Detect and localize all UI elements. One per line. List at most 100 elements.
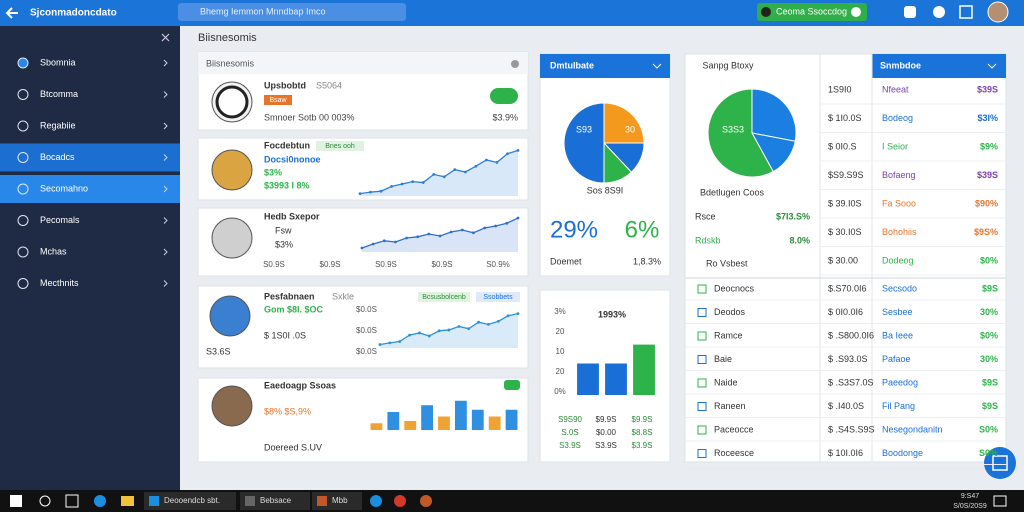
nav-chevron[interactable] — [163, 217, 168, 224]
nav-chevron[interactable] — [163, 122, 168, 130]
nav-chevron[interactable] — [163, 59, 168, 67]
clock-date: S/0S/20S9 — [953, 503, 987, 510]
line-point — [432, 173, 436, 176]
line-point — [496, 319, 500, 323]
browser-icon[interactable] — [94, 495, 106, 507]
row-a: $ 0I0.0I6 — [828, 307, 863, 317]
account-button[interactable] — [757, 3, 867, 21]
line-point — [487, 322, 490, 326]
nav-item: Secomahno — [40, 183, 88, 193]
tray-app[interactable] — [394, 495, 406, 507]
row-icon — [697, 308, 707, 317]
folder-icon[interactable] — [121, 496, 134, 506]
row-a: $ 30.00 — [828, 255, 858, 265]
task-app[interactable] — [144, 492, 236, 510]
nav-chevron[interactable] — [163, 280, 168, 287]
nav-chevron[interactable] — [163, 185, 168, 193]
line-point — [516, 312, 520, 315]
row-c: $39S — [977, 170, 998, 180]
nav-chevron[interactable] — [163, 154, 168, 161]
table-cell: $9.9S — [632, 415, 653, 424]
row-b: Fa Sooo — [882, 198, 916, 208]
line-point — [477, 320, 480, 324]
toggle[interactable] — [490, 88, 518, 104]
row-label: Roceesce — [714, 448, 754, 458]
card-line: $3993 I 8% — [264, 180, 310, 190]
bar — [370, 423, 383, 430]
line-point — [398, 340, 402, 343]
search-icon[interactable] — [39, 495, 51, 507]
nav-icon — [17, 183, 29, 195]
row-c: 30% — [980, 307, 998, 317]
row-icon — [697, 402, 707, 411]
task-app[interactable] — [240, 492, 310, 510]
notification-icon[interactable] — [993, 495, 1007, 507]
nav-item: Mecthnits — [40, 278, 79, 288]
card-title: 1993% — [598, 309, 626, 319]
row-label: Naide — [714, 377, 738, 387]
icon[interactable] — [904, 6, 916, 18]
row-a: $ .I40.0S — [828, 401, 864, 411]
row-icon — [697, 378, 707, 388]
back-icon[interactable] — [5, 7, 18, 19]
sidebar — [0, 26, 180, 490]
bar — [438, 416, 450, 430]
dropdown[interactable] — [652, 63, 662, 69]
line-point — [382, 239, 386, 243]
clock-face — [215, 85, 249, 119]
close-icon[interactable] — [161, 33, 170, 42]
card-icon — [211, 217, 253, 259]
search-box[interactable] — [178, 3, 406, 21]
slice-label: 30 — [625, 124, 635, 134]
fab[interactable] — [984, 447, 1016, 479]
row-b: Ba Ieee — [882, 330, 913, 340]
tag — [418, 292, 470, 302]
row-a: $ .S3S7.0S — [828, 377, 874, 387]
line-point — [405, 236, 408, 240]
row-b: Bodeog — [882, 113, 913, 123]
tray-app[interactable] — [420, 495, 432, 507]
line — [359, 149, 519, 195]
row-b: Paeedog — [882, 377, 918, 387]
line-point — [449, 230, 453, 234]
card-title: Upsbobtd — [264, 80, 306, 90]
row-a: $S9.S9S — [828, 170, 864, 180]
row-c: $9S — [982, 283, 998, 293]
line-point — [438, 234, 442, 238]
axis-label: S0.9% — [486, 260, 510, 269]
icon[interactable] — [959, 5, 973, 19]
card-value: $3.9% — [492, 112, 518, 122]
line-point — [460, 228, 464, 232]
big-stat: 6% — [625, 216, 660, 243]
start-button[interactable] — [10, 495, 22, 507]
dropdown[interactable] — [987, 63, 997, 69]
line-point — [379, 189, 383, 193]
nav-icon — [17, 89, 29, 100]
row-a: $ 1I0.0S — [828, 113, 862, 123]
task-icon[interactable] — [65, 494, 79, 508]
nav-chevron[interactable] — [163, 248, 168, 256]
card-menu[interactable] — [511, 60, 519, 68]
card-header[interactable] — [540, 54, 670, 78]
line-point — [485, 158, 488, 162]
line-point — [390, 185, 393, 188]
bar — [577, 363, 599, 395]
icon[interactable] — [933, 6, 945, 18]
tray-app[interactable] — [370, 495, 382, 507]
axis-label: $0.9S — [320, 260, 341, 269]
panel-header[interactable] — [872, 54, 1006, 78]
task-app-label: Mbb — [332, 496, 348, 505]
line-point — [442, 175, 446, 179]
axis-label: S0.9S — [263, 260, 285, 269]
line-point — [400, 182, 404, 186]
axis-label: $0.0S — [356, 326, 377, 335]
nav-item: Mchas — [40, 246, 67, 256]
line-point — [427, 232, 431, 236]
panel-title: Sanpg Btoxy — [702, 60, 754, 70]
task-app-label: Bebsace — [260, 496, 292, 505]
footer-label: Doemet — [550, 256, 582, 266]
nav-chevron[interactable] — [163, 91, 168, 98]
toggle[interactable] — [504, 380, 520, 390]
avatar[interactable] — [987, 1, 1009, 23]
line-point — [388, 341, 392, 345]
